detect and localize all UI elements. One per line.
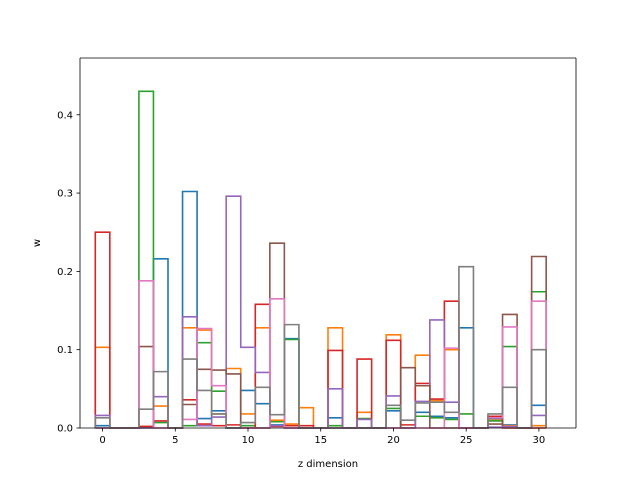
x-axis-ticks: 0 5 10 15 20 25 30 <box>99 428 545 446</box>
x-tick-label: 0 <box>99 435 105 446</box>
x-tick-label: 25 <box>460 435 473 446</box>
y-axis-label: w <box>32 239 43 247</box>
axes-layer <box>79 57 577 429</box>
y-tick-label: 0.3 <box>57 189 73 200</box>
y-tick-label: 0.2 <box>57 267 73 278</box>
y-tick-label: 0.0 <box>57 424 73 435</box>
y-axis-ticks: 0.0 0.1 0.2 0.3 0.4 <box>57 110 80 435</box>
x-tick-label: 20 <box>387 435 400 446</box>
x-axis-label: z dimension <box>298 459 358 470</box>
x-tick-label: 5 <box>172 435 178 446</box>
y-tick-label: 0.1 <box>57 345 73 356</box>
x-tick-label: 15 <box>314 435 327 446</box>
y-tick-label: 0.4 <box>57 110 73 121</box>
x-tick-label: 10 <box>242 435 255 446</box>
x-tick-label: 30 <box>533 435 546 446</box>
